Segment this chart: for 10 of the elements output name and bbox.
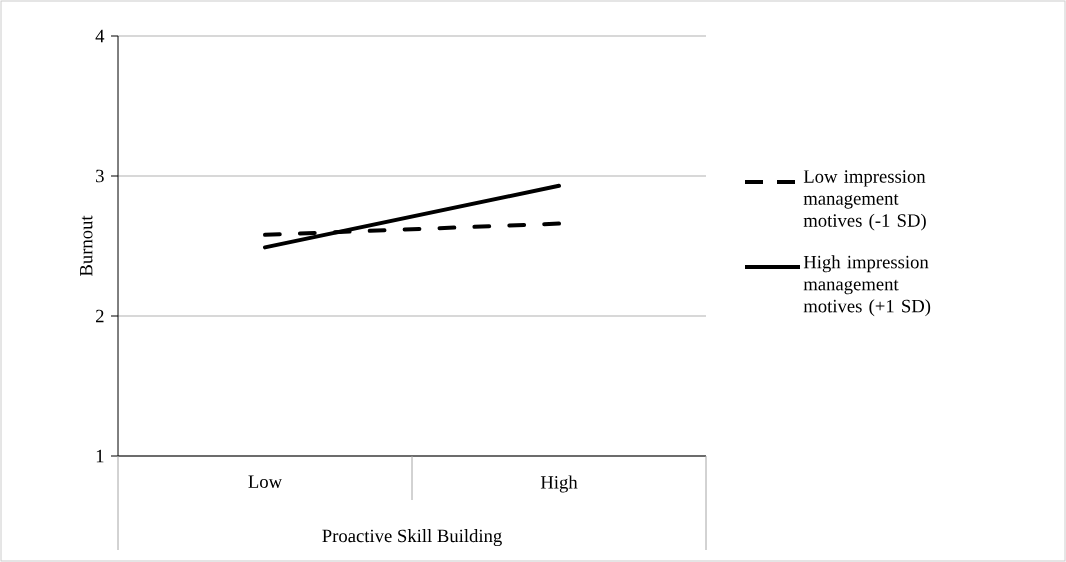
legend-label: Low impression management motives (-1 SD) [803,170,926,231]
x-tick-label: High [540,475,578,493]
y-tick-label: 4 [95,29,105,43]
x-tick-label: Low [248,475,283,488]
y-tick-label: 1 [96,449,104,463]
legend-label: High impression management motives (+1 SD) [803,255,931,317]
y-tick-label: 3 [96,169,104,183]
x-axis-title: Proactive Skill Building [322,529,502,547]
y-tick-label: 2 [96,309,104,323]
y-axis-title: Burnout [80,215,93,277]
